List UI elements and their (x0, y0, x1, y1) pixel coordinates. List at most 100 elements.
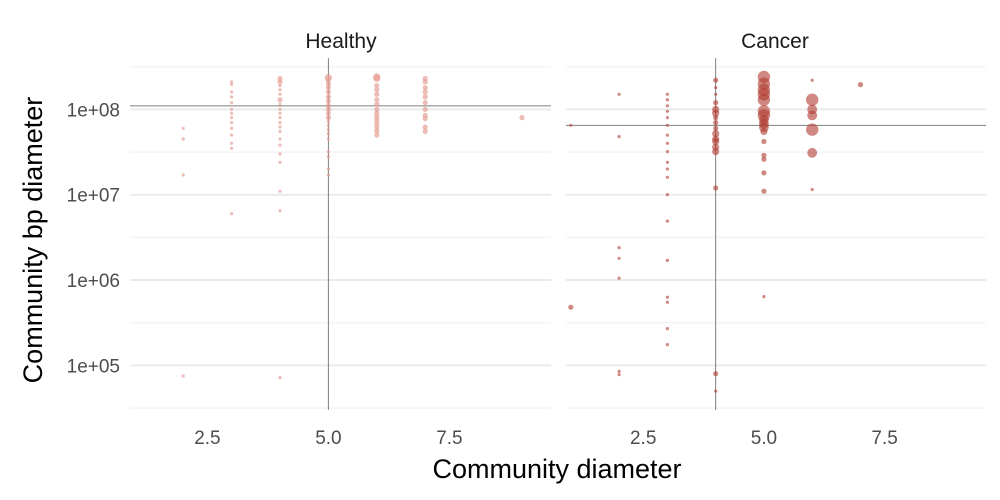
healthy-data-point (278, 92, 282, 96)
healthy-data-point (181, 173, 185, 177)
cancer-x-tick-label: 5.0 (751, 428, 777, 449)
panel-cancer: Cancer 2.5 5.0 7.5 (566, 30, 986, 449)
healthy-data-point (278, 137, 282, 141)
cancer-panel-title: Cancer (741, 30, 809, 53)
cancer-data-point (617, 246, 621, 250)
cancer-data-point (713, 185, 719, 191)
cancer-data-point (665, 175, 670, 179)
y-tick-label: 1e+08 (67, 100, 120, 121)
cancer-reference-lines (566, 58, 986, 410)
healthy-x-tick-label: 7.5 (436, 428, 462, 449)
cancer-data-point (665, 133, 670, 137)
cancer-data-point (806, 123, 819, 136)
y-tick-label: 1e+05 (67, 356, 120, 377)
healthy-data-point (278, 121, 282, 125)
healthy-data-point (278, 102, 282, 106)
healthy-data-point (422, 128, 428, 135)
cancer-data-point (665, 109, 670, 113)
cancer-data-point (713, 120, 719, 126)
cancer-data-point (568, 304, 574, 310)
healthy-data-point (278, 376, 282, 380)
cancer-data-point (714, 92, 718, 96)
cancer-data-point (665, 258, 670, 262)
cancer-data-point (665, 219, 670, 223)
healthy-data-point (278, 111, 282, 115)
healthy-gridlines (130, 66, 551, 409)
cancer-data-point (857, 82, 864, 88)
healthy-data-point (278, 116, 282, 120)
healthy-data-point (373, 74, 381, 83)
healthy-x-tick-label: 5.0 (315, 428, 341, 449)
cancer-data-point (665, 104, 670, 108)
healthy-data-point (230, 101, 234, 105)
healthy-data-point (325, 103, 331, 109)
healthy-data-point (278, 88, 282, 92)
cancer-data-point (665, 92, 670, 96)
cancer-data-point (762, 295, 766, 299)
healthy-data-point (326, 173, 330, 177)
healthy-data-point (374, 87, 380, 93)
cancer-data-point (807, 147, 818, 158)
healthy-data-point (519, 115, 525, 121)
healthy-data-point (374, 124, 380, 130)
healthy-reference-lines (130, 58, 551, 410)
cancer-data-point (760, 127, 768, 136)
healthy-data-point (374, 106, 380, 112)
cancer-data-point (713, 100, 719, 106)
cancer-data-point (714, 86, 718, 90)
cancer-data-point (761, 138, 767, 145)
healthy-data-point (278, 125, 282, 129)
healthy-data-point (230, 116, 234, 120)
healthy-data-point (230, 133, 234, 137)
cancer-points (568, 70, 864, 393)
healthy-data-point (326, 120, 330, 124)
healthy-data-point (422, 100, 428, 106)
y-tick-labels: 1e+05 1e+06 1e+07 1e+08 (67, 100, 120, 377)
healthy-data-point (230, 111, 234, 115)
healthy-data-point (230, 126, 234, 130)
healthy-data-point (230, 95, 234, 99)
healthy-data-point (422, 89, 428, 95)
cancer-data-point (713, 125, 719, 131)
cancer-data-point (806, 93, 819, 106)
panel-healthy: Healthy 2.5 5.0 7.5 (130, 30, 551, 449)
cancer-data-point (712, 109, 720, 117)
cancer-data-point (617, 92, 621, 96)
x-axis-title: Community diameter (432, 454, 681, 484)
healthy-data-point (325, 85, 331, 91)
healthy-data-point (278, 129, 282, 134)
cancer-data-point (665, 123, 670, 127)
healthy-data-point (374, 97, 380, 103)
cancer-data-point (810, 187, 814, 192)
healthy-data-point (230, 141, 234, 145)
cancer-data-point (714, 389, 718, 393)
healthy-data-point (422, 85, 428, 91)
cancer-data-point (712, 148, 720, 156)
cancer-data-point (761, 152, 767, 158)
cancer-data-point (665, 193, 670, 197)
healthy-data-point (277, 97, 283, 103)
healthy-data-point (230, 83, 234, 87)
cancer-data-point (665, 300, 670, 304)
healthy-data-point (374, 83, 380, 89)
cancer-data-point (712, 130, 720, 138)
healthy-data-point (326, 132, 330, 136)
healthy-data-point (278, 152, 282, 156)
cancer-data-point (617, 276, 621, 280)
healthy-data-point (181, 374, 185, 378)
cancer-data-point (713, 115, 719, 121)
healthy-data-point (374, 132, 380, 138)
cancer-data-point (665, 343, 670, 347)
healthy-data-point (230, 212, 234, 216)
healthy-data-point (181, 126, 185, 130)
cancer-data-point (569, 123, 573, 127)
healthy-data-point (230, 80, 234, 84)
y-tick-label: 1e+06 (67, 271, 120, 292)
cancer-x-tick-labels: 2.5 5.0 7.5 (630, 428, 898, 449)
cancer-data-point (761, 188, 767, 194)
healthy-data-point (326, 167, 330, 171)
healthy-data-point (278, 160, 282, 164)
healthy-data-point (422, 79, 428, 85)
healthy-data-point (325, 89, 331, 95)
